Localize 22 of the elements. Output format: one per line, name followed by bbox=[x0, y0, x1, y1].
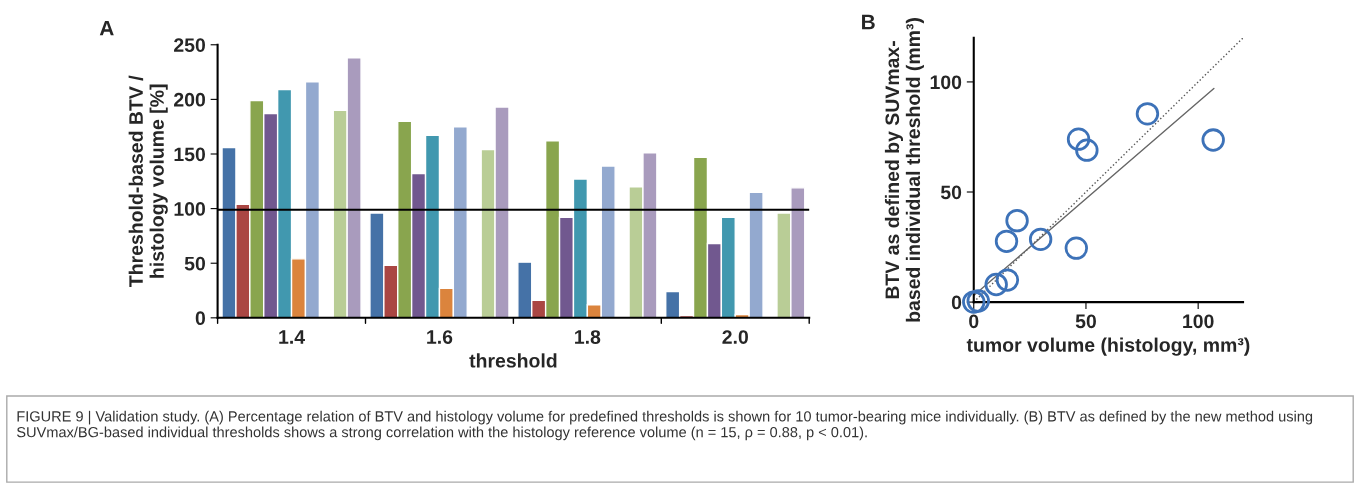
x-tick-label: 50 bbox=[1075, 314, 1096, 329]
x-tick-label: 2.0 bbox=[722, 330, 748, 344]
x-tick-label: 1.6 bbox=[427, 330, 453, 344]
y-tick-label: 200 bbox=[174, 92, 205, 107]
y-axis-title: Threshold-based BTV / histology volume [%] bbox=[128, 75, 168, 287]
y-tick-label: 50 bbox=[940, 185, 962, 200]
text: A bbox=[99, 20, 114, 36]
y-tick-label: 0 bbox=[951, 295, 962, 310]
y-tick-label: 50 bbox=[184, 256, 205, 271]
x-axis-title: threshold bbox=[469, 353, 557, 368]
y-tick-label: 250 bbox=[174, 38, 205, 53]
text: B bbox=[862, 14, 875, 30]
x-tick-label: 1.4 bbox=[279, 330, 305, 344]
y-tick-label: 100 bbox=[930, 75, 962, 90]
x-tick-label: 100 bbox=[1183, 314, 1214, 329]
x-axis-title: tumor volume (histology, mm³) bbox=[966, 337, 1250, 356]
y-axis-title: BTV as defined by SUVmax- based individual threshold (mm³) bbox=[884, 18, 924, 322]
y-tick-label: 100 bbox=[174, 202, 205, 216]
x-tick-label: 1.8 bbox=[575, 330, 601, 344]
caption: FIGURE 9 | Validation study. (A) Percentage relation of BTV and histology volume for predefined thresholds is shown for 10 tumor-bearing mice individually. (B) BTV as defined by the new method using SUVmax/BG-based individual thresholds shows a strong correlation with the histology reference volume (n = 15, ρ = 0.88, p < 0.01). bbox=[16, 410, 1313, 441]
y-tick-label: 150 bbox=[174, 147, 205, 162]
x-tick-label: 0 bbox=[969, 314, 979, 329]
